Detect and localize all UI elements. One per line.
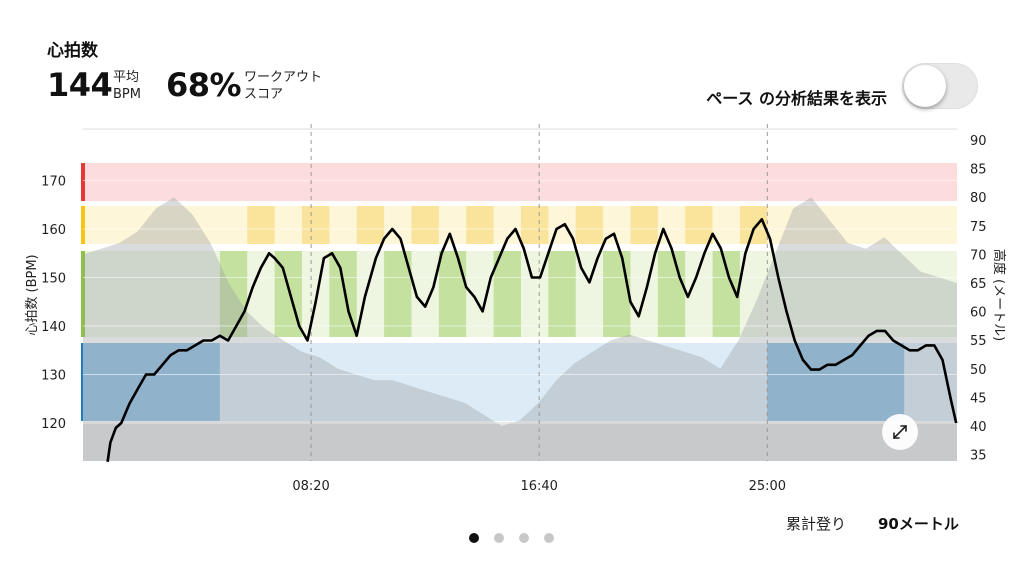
y2-tick-label: 50 [970, 363, 987, 378]
workout-score-label: ワークアウト スコア [244, 69, 322, 103]
y-tick-label: 160 [41, 223, 66, 238]
avg-bpm-label: 平均 BPM [113, 69, 141, 103]
yellow-zone-stripe [247, 206, 275, 244]
score-label-top: ワークアウト [244, 70, 323, 85]
page-dot-3[interactable] [519, 533, 529, 543]
zone-red-band [83, 163, 957, 201]
expand-icon [893, 425, 907, 439]
blue-zone-highlight [767, 343, 905, 421]
y2-tick-label: 85 [970, 163, 987, 178]
below-zone-band [83, 422, 957, 461]
green-zone-stripe [438, 251, 467, 337]
green-zone-stripe [603, 251, 631, 337]
zone-green-marker [81, 251, 85, 337]
x-tick-label: 25:00 [749, 479, 786, 494]
elevation-area [83, 197, 957, 461]
page-dot-1[interactable] [469, 533, 479, 543]
pace-analysis-toggle[interactable] [902, 63, 978, 109]
y2-tick-label: 40 [970, 420, 987, 435]
page-dot-2[interactable] [494, 533, 504, 543]
yellow-zone-stripe [520, 206, 549, 244]
green-zone-stripe [657, 251, 686, 337]
avg-label-top: 平均 [113, 70, 140, 85]
y-tick-label: 130 [41, 369, 66, 384]
y2-tick-label: 35 [970, 449, 987, 464]
axis-labels: 120 130 140 150 160 170 35 40 45 50 55 60 65 70 75 80 85… [25, 134, 1007, 494]
y2-axis-title: 高度 (メートル) [991, 249, 1007, 341]
y2-tick-label: 75 [970, 220, 987, 235]
y-tick-label: 150 [41, 272, 66, 287]
green-zone-stripe [548, 251, 576, 337]
y2-tick-label: 70 [970, 248, 987, 263]
yellow-zone-stripe [356, 206, 385, 244]
y-tick-label: 120 [41, 417, 66, 432]
yellow-zone-stripe [301, 206, 330, 244]
elevation-layer [83, 197, 957, 461]
hr-line-layer [106, 218, 958, 462]
yellow-zone-stripe [575, 206, 604, 244]
yellow-zone-stripe [630, 206, 658, 244]
avg-label-bottom: BPM [113, 87, 141, 102]
workout-score-value: 68% [166, 66, 242, 104]
y2-tick-label: 55 [970, 334, 987, 349]
y-tick-label: 140 [41, 320, 66, 335]
y-tick-label: 170 [41, 175, 66, 190]
heart-rate-chart: 120 130 140 150 160 170 35 40 45 50 55 60 65 70 75 80 85… [25, 124, 1007, 494]
green-zone-stripe [493, 251, 521, 337]
zone-red-marker [81, 163, 85, 201]
x-tick-label: 08:20 [292, 479, 329, 494]
green-zone-stripe [219, 251, 248, 337]
avg-bpm-value: 144 [47, 66, 113, 104]
hr-title: 心拍数 [47, 41, 98, 61]
yellow-zone-stripe [411, 206, 439, 244]
y-axis-title: 心拍数 (BPM) [25, 254, 40, 335]
toggle-knob [904, 65, 946, 107]
yellow-zone-stripe [466, 206, 494, 244]
expand-button[interactable] [882, 414, 918, 450]
y2-tick-label: 90 [970, 134, 987, 149]
blue-zone-highlight [83, 343, 220, 421]
pace-toggle-label: ペース の分析結果を表示 [706, 89, 887, 108]
yellow-zone-stripe [739, 206, 768, 244]
page-dot-4[interactable] [544, 533, 554, 543]
zone-bands [81, 163, 957, 461]
cumulative-climb-label: 累計登り [786, 515, 847, 533]
grid-lines [83, 124, 957, 461]
y2-tick-label: 60 [970, 306, 987, 321]
y2-tick-label: 65 [970, 277, 987, 292]
hr-line [106, 218, 958, 462]
score-label-bottom: スコア [244, 87, 284, 102]
yellow-zone-stripe [685, 206, 713, 244]
cumulative-climb-value: 90メートル [878, 515, 959, 533]
x-tick-label: 16:40 [520, 479, 557, 494]
y2-tick-label: 45 [970, 391, 987, 406]
zone-yellow-marker [81, 206, 85, 244]
y2-tick-label: 80 [970, 191, 987, 206]
